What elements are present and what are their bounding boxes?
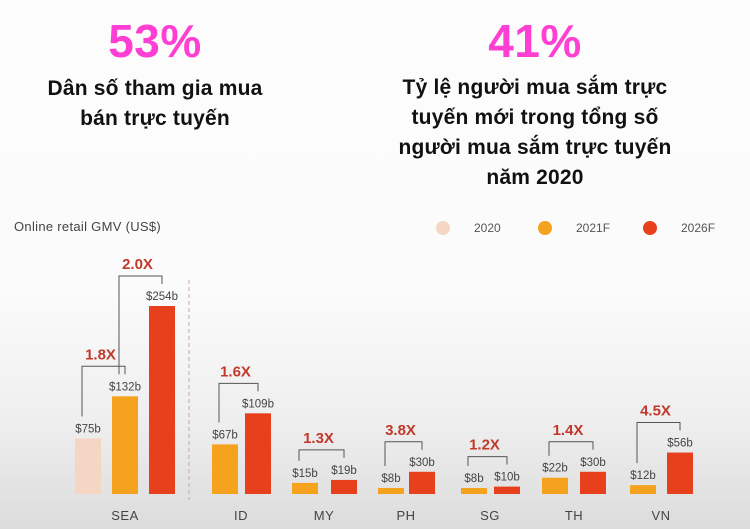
stat-online-population: 53% Dân số tham gia mua bán trực tuyến: [10, 18, 300, 134]
bar-vn-2026f: [667, 452, 693, 494]
bar-my-2021f: [292, 482, 318, 494]
bar-value-label: $8b: [381, 473, 400, 485]
bar-sea-2026f: [149, 306, 175, 494]
category-label: SG: [480, 508, 500, 523]
bar-sg-2026f: [494, 486, 520, 494]
multiplier-bracket: [298, 449, 345, 461]
bar-my-2026f: [331, 479, 357, 494]
bar-value-label: $8b: [464, 473, 483, 485]
legend-label: 2021F: [576, 221, 611, 235]
multiplier-label: 1.8X: [85, 346, 116, 363]
category-label: ID: [234, 508, 248, 523]
multiplier-label: 3.8X: [385, 422, 416, 439]
bar-sea-2021f: [112, 396, 138, 494]
bar-th-2026f: [580, 471, 606, 494]
bar-id-2026f: [245, 413, 271, 494]
category-label: MY: [314, 508, 335, 523]
bar-value-label: $19b: [331, 465, 357, 477]
multiplier-label: 2.0X: [122, 256, 153, 273]
legend-swatch: [436, 221, 450, 235]
bar-value-label: $109b: [242, 398, 274, 410]
stat-value: 53%: [108, 15, 202, 67]
stat-value: 41%: [488, 15, 582, 67]
bar-value-label: $10b: [494, 472, 520, 484]
multiplier-bracket: [384, 441, 423, 466]
legend-item: 2021F: [538, 216, 610, 240]
bar-sg-2021f: [461, 488, 487, 494]
multiplier-bracket: [636, 422, 681, 464]
bar-value-label: $15b: [292, 468, 318, 480]
multiplier-label: 1.3X: [303, 430, 334, 447]
stat-description-line: tuyến mới trong tổng số: [411, 106, 659, 129]
multiplier-label: 1.4X: [553, 422, 584, 439]
bar-value-label: $254b: [146, 291, 178, 303]
multiplier-label: 1.2X: [469, 437, 500, 454]
legend-item: 2026F: [643, 216, 715, 240]
multiplier-bracket: [467, 456, 508, 466]
stat-description: Dân số tham gia mua bán trực tuyến: [10, 74, 300, 134]
bar-value-label: $12b: [630, 470, 656, 482]
multiplier-bracket: [548, 441, 594, 456]
multiplier-bracket: [118, 275, 163, 375]
stat-description-line: Tỷ lệ người mua sắm trực: [402, 76, 668, 99]
bar-th-2021f: [542, 477, 568, 494]
legend-swatch: [643, 221, 657, 235]
bar-vn-2021f: [630, 485, 656, 494]
bar-id-2021f: [212, 444, 238, 494]
bar-value-label: $30b: [580, 457, 606, 469]
stat-description-line: năm 2020: [486, 166, 584, 189]
multiplier-bracket: [81, 365, 126, 417]
multiplier-label: 4.5X: [640, 403, 671, 420]
category-label: SEA: [111, 508, 139, 523]
stat-new-shoppers: 41% Tỷ lệ người mua sắm trực tuyến mới t…: [345, 18, 725, 193]
legend-label: 2020: [474, 221, 501, 235]
category-label: VN: [651, 508, 670, 523]
bar-sea-2020: [75, 438, 101, 494]
bar-value-label: $30b: [409, 457, 435, 469]
legend-swatch: [538, 221, 552, 235]
bar-value-label: $22b: [542, 463, 568, 475]
bar-value-label: $75b: [75, 423, 101, 435]
legend-item: 2020: [436, 216, 501, 240]
bar-value-label: $132b: [109, 381, 141, 393]
multiplier-label: 1.6X: [220, 363, 251, 380]
stat-description: Tỷ lệ người mua sắm trực tuyến mới trong…: [345, 73, 725, 193]
bar-value-label: $56b: [667, 438, 693, 450]
stat-description-line: người mua sắm trực tuyến: [398, 136, 672, 159]
bar-value-label: $67b: [212, 429, 238, 441]
category-label: PH: [396, 508, 415, 523]
bar-ph-2021f: [378, 488, 404, 494]
stat-description-line: Dân số tham gia mua: [47, 77, 263, 100]
multiplier-bracket: [218, 382, 259, 423]
category-label: TH: [565, 508, 583, 523]
bar-ph-2026f: [409, 471, 435, 494]
chart-title: Online retail GMV (US$): [14, 219, 162, 234]
legend-label: 2026F: [681, 221, 716, 235]
stat-description-line: bán trực tuyến: [80, 107, 230, 130]
